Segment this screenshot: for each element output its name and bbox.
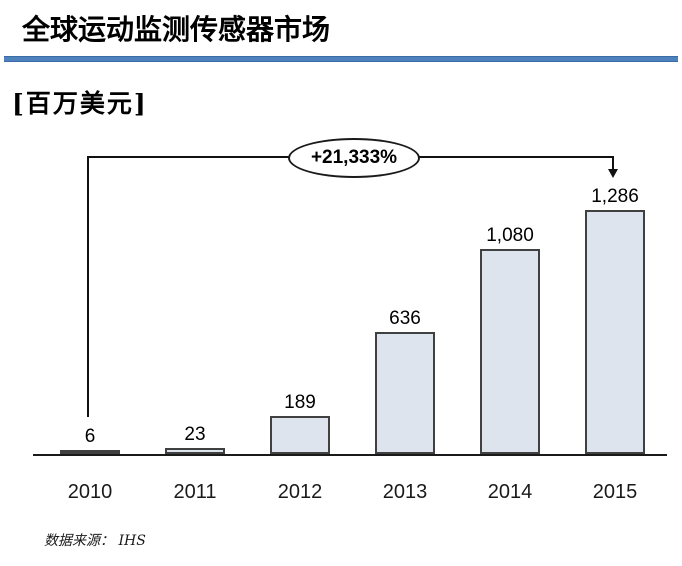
axis-label-2012: 2012	[277, 481, 323, 503]
unit-label: [百万美元]	[12, 89, 148, 118]
growth-annotation-label: +21,333%	[310, 147, 398, 168]
growth-annotation-badge: +21,333%	[288, 138, 420, 178]
growth-bracket-left-line	[87, 156, 89, 417]
value-label-2015: 1,286	[591, 186, 639, 207]
value-label-2013: 636	[389, 308, 421, 329]
bar-2010	[60, 450, 120, 454]
axis-label-2010: 2010	[67, 481, 113, 503]
growth-bracket-right-line	[612, 156, 614, 170]
bar-2012	[270, 416, 330, 454]
axis-label-2014: 2014	[487, 481, 533, 503]
accent-divider	[4, 56, 678, 62]
value-label-2011: 23	[184, 424, 206, 445]
axis-label-2011: 2011	[173, 481, 217, 503]
bar-2011	[165, 448, 225, 454]
bar-2013	[375, 332, 435, 454]
value-label-2012: 189	[284, 392, 316, 413]
bar-2014	[480, 249, 540, 454]
page-title: 全球运动监测传感器市场	[22, 13, 331, 46]
axis-label-2015: 2015	[592, 481, 638, 503]
source-note: 数据来源： IHS	[44, 533, 146, 549]
bar-2015	[585, 210, 645, 454]
value-label-2010: 6	[84, 426, 96, 447]
axis-label-2013: 2013	[382, 481, 428, 503]
arrow-down-icon	[608, 169, 618, 178]
bar-chart-plot-area: 6 2010 23 2011 189 2012 636 2013 1,080 2014 1,286 2…	[33, 140, 667, 502]
value-label-2014: 1,080	[486, 225, 534, 246]
